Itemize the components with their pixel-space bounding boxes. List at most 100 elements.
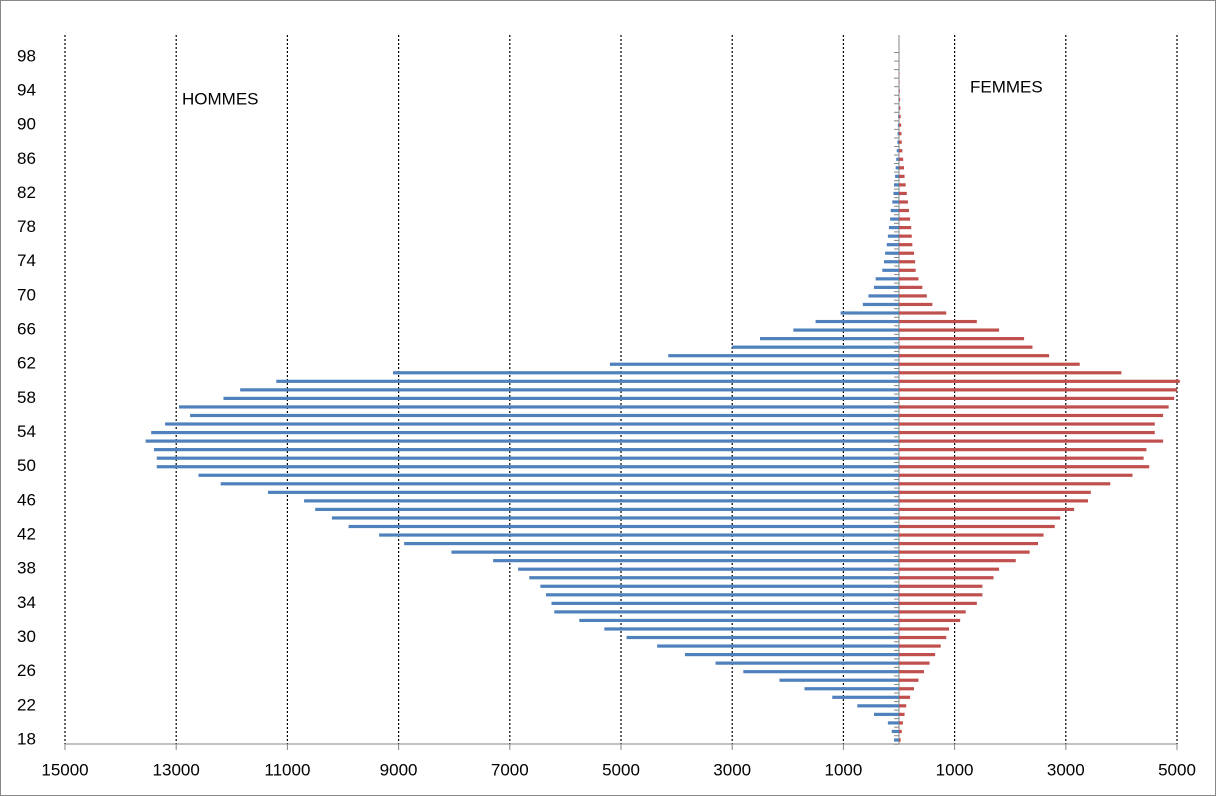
bar [518,567,899,571]
bar [899,584,983,588]
bar [899,729,902,734]
series-label: FEMMES [970,77,1043,96]
bar [304,499,900,503]
bar [899,576,994,580]
bar [899,80,900,85]
bar [887,234,899,238]
bar [684,653,899,657]
bar [732,345,899,349]
bar [899,465,1150,469]
bar [899,251,915,255]
bar [899,670,925,674]
bar [715,661,899,665]
bar [178,405,900,409]
bar [899,285,923,289]
bar [165,422,899,426]
bar [529,576,899,580]
bar [899,114,901,119]
bar [451,550,899,554]
y-tick-label: 46 [17,490,36,509]
bar [899,422,1155,426]
bar [899,653,936,657]
bar [899,627,950,631]
bar [899,644,941,648]
bar [899,371,1122,375]
bar [862,302,899,307]
y-tick-label: 18 [17,729,36,748]
y-tick-label: 82 [17,183,36,202]
bar [895,166,899,170]
bar [893,183,899,187]
bar [899,174,905,178]
bar [885,251,899,255]
x-tick-label: 11000 [264,760,310,779]
bar [156,465,900,469]
bar [897,123,899,127]
bar [899,217,911,221]
bar [540,584,899,588]
bar [899,499,1089,503]
bar [899,166,905,170]
bar [899,234,912,238]
bar [899,328,1000,332]
bar [899,140,902,144]
bar [891,729,899,734]
y-tick-label: 38 [17,559,36,578]
bar [899,516,1061,520]
bar [899,396,1175,400]
bar [899,191,907,196]
bar [899,405,1169,409]
bar [899,149,903,153]
bar [896,157,899,161]
bar [899,593,983,597]
bar [897,140,899,144]
y-tick-label: 70 [17,285,36,304]
bar [899,473,1133,477]
bar [604,627,899,631]
bar [899,277,919,281]
x-tick-label: 1000 [824,760,862,779]
bar [887,721,899,725]
bar [899,354,1050,358]
bar [151,430,899,435]
bar [899,507,1075,512]
bar [899,413,1164,418]
x-tick-label: 5000 [602,760,640,779]
bar [815,319,899,324]
bar [886,243,899,247]
bar [899,183,906,187]
bar [899,559,1016,563]
x-tick-label: 5000 [1158,760,1196,779]
bar [579,618,899,623]
bar [899,97,901,102]
bar [857,704,899,708]
bar [899,456,1144,460]
bar [331,516,899,520]
bar [898,114,899,119]
bar [315,507,899,512]
y-tick-label: 78 [17,217,36,236]
bar [882,268,899,272]
bar [793,328,899,332]
bar [899,268,916,272]
bar [899,738,901,742]
y-tick-label: 34 [17,593,36,612]
x-tick-label: 3000 [713,760,751,779]
bar [893,738,899,742]
y-tick-label: 30 [17,627,36,646]
y-tick-label: 90 [17,115,36,134]
bar [899,379,1180,383]
bar [899,661,930,665]
bar [893,191,899,196]
bar [883,260,899,264]
bar [804,687,899,691]
bar [899,610,966,614]
bar [899,89,900,93]
bar [899,712,905,716]
bar [198,473,899,477]
x-tick-label: 9000 [380,760,418,779]
bar [899,635,947,640]
bar [899,243,913,247]
bar [899,448,1147,452]
bar [899,319,977,324]
